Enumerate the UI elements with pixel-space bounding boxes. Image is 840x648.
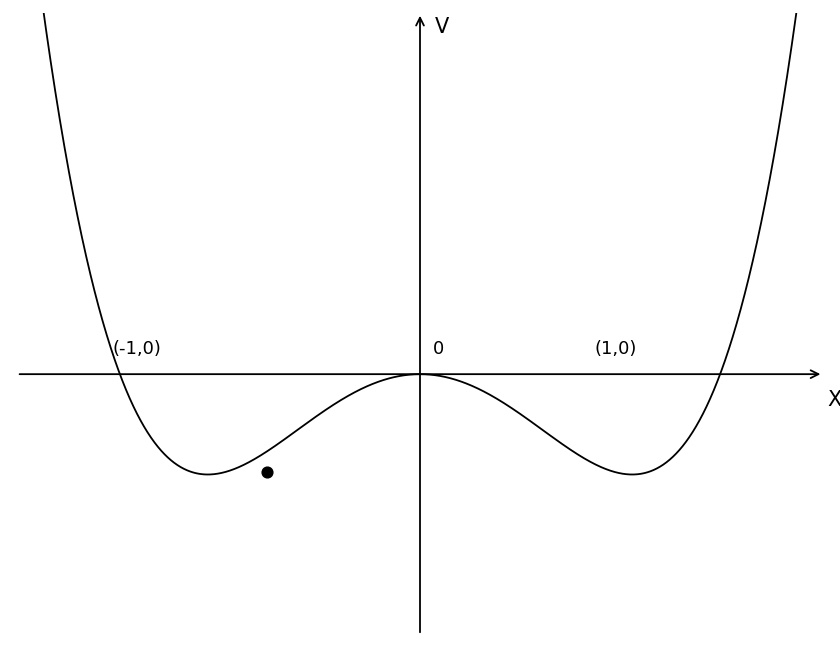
Text: X: X: [827, 390, 840, 410]
Text: V: V: [435, 17, 449, 37]
Text: (1,0): (1,0): [594, 340, 637, 358]
Text: 0: 0: [433, 340, 444, 358]
Text: (-1,0): (-1,0): [113, 340, 161, 358]
Point: [260, 467, 274, 478]
